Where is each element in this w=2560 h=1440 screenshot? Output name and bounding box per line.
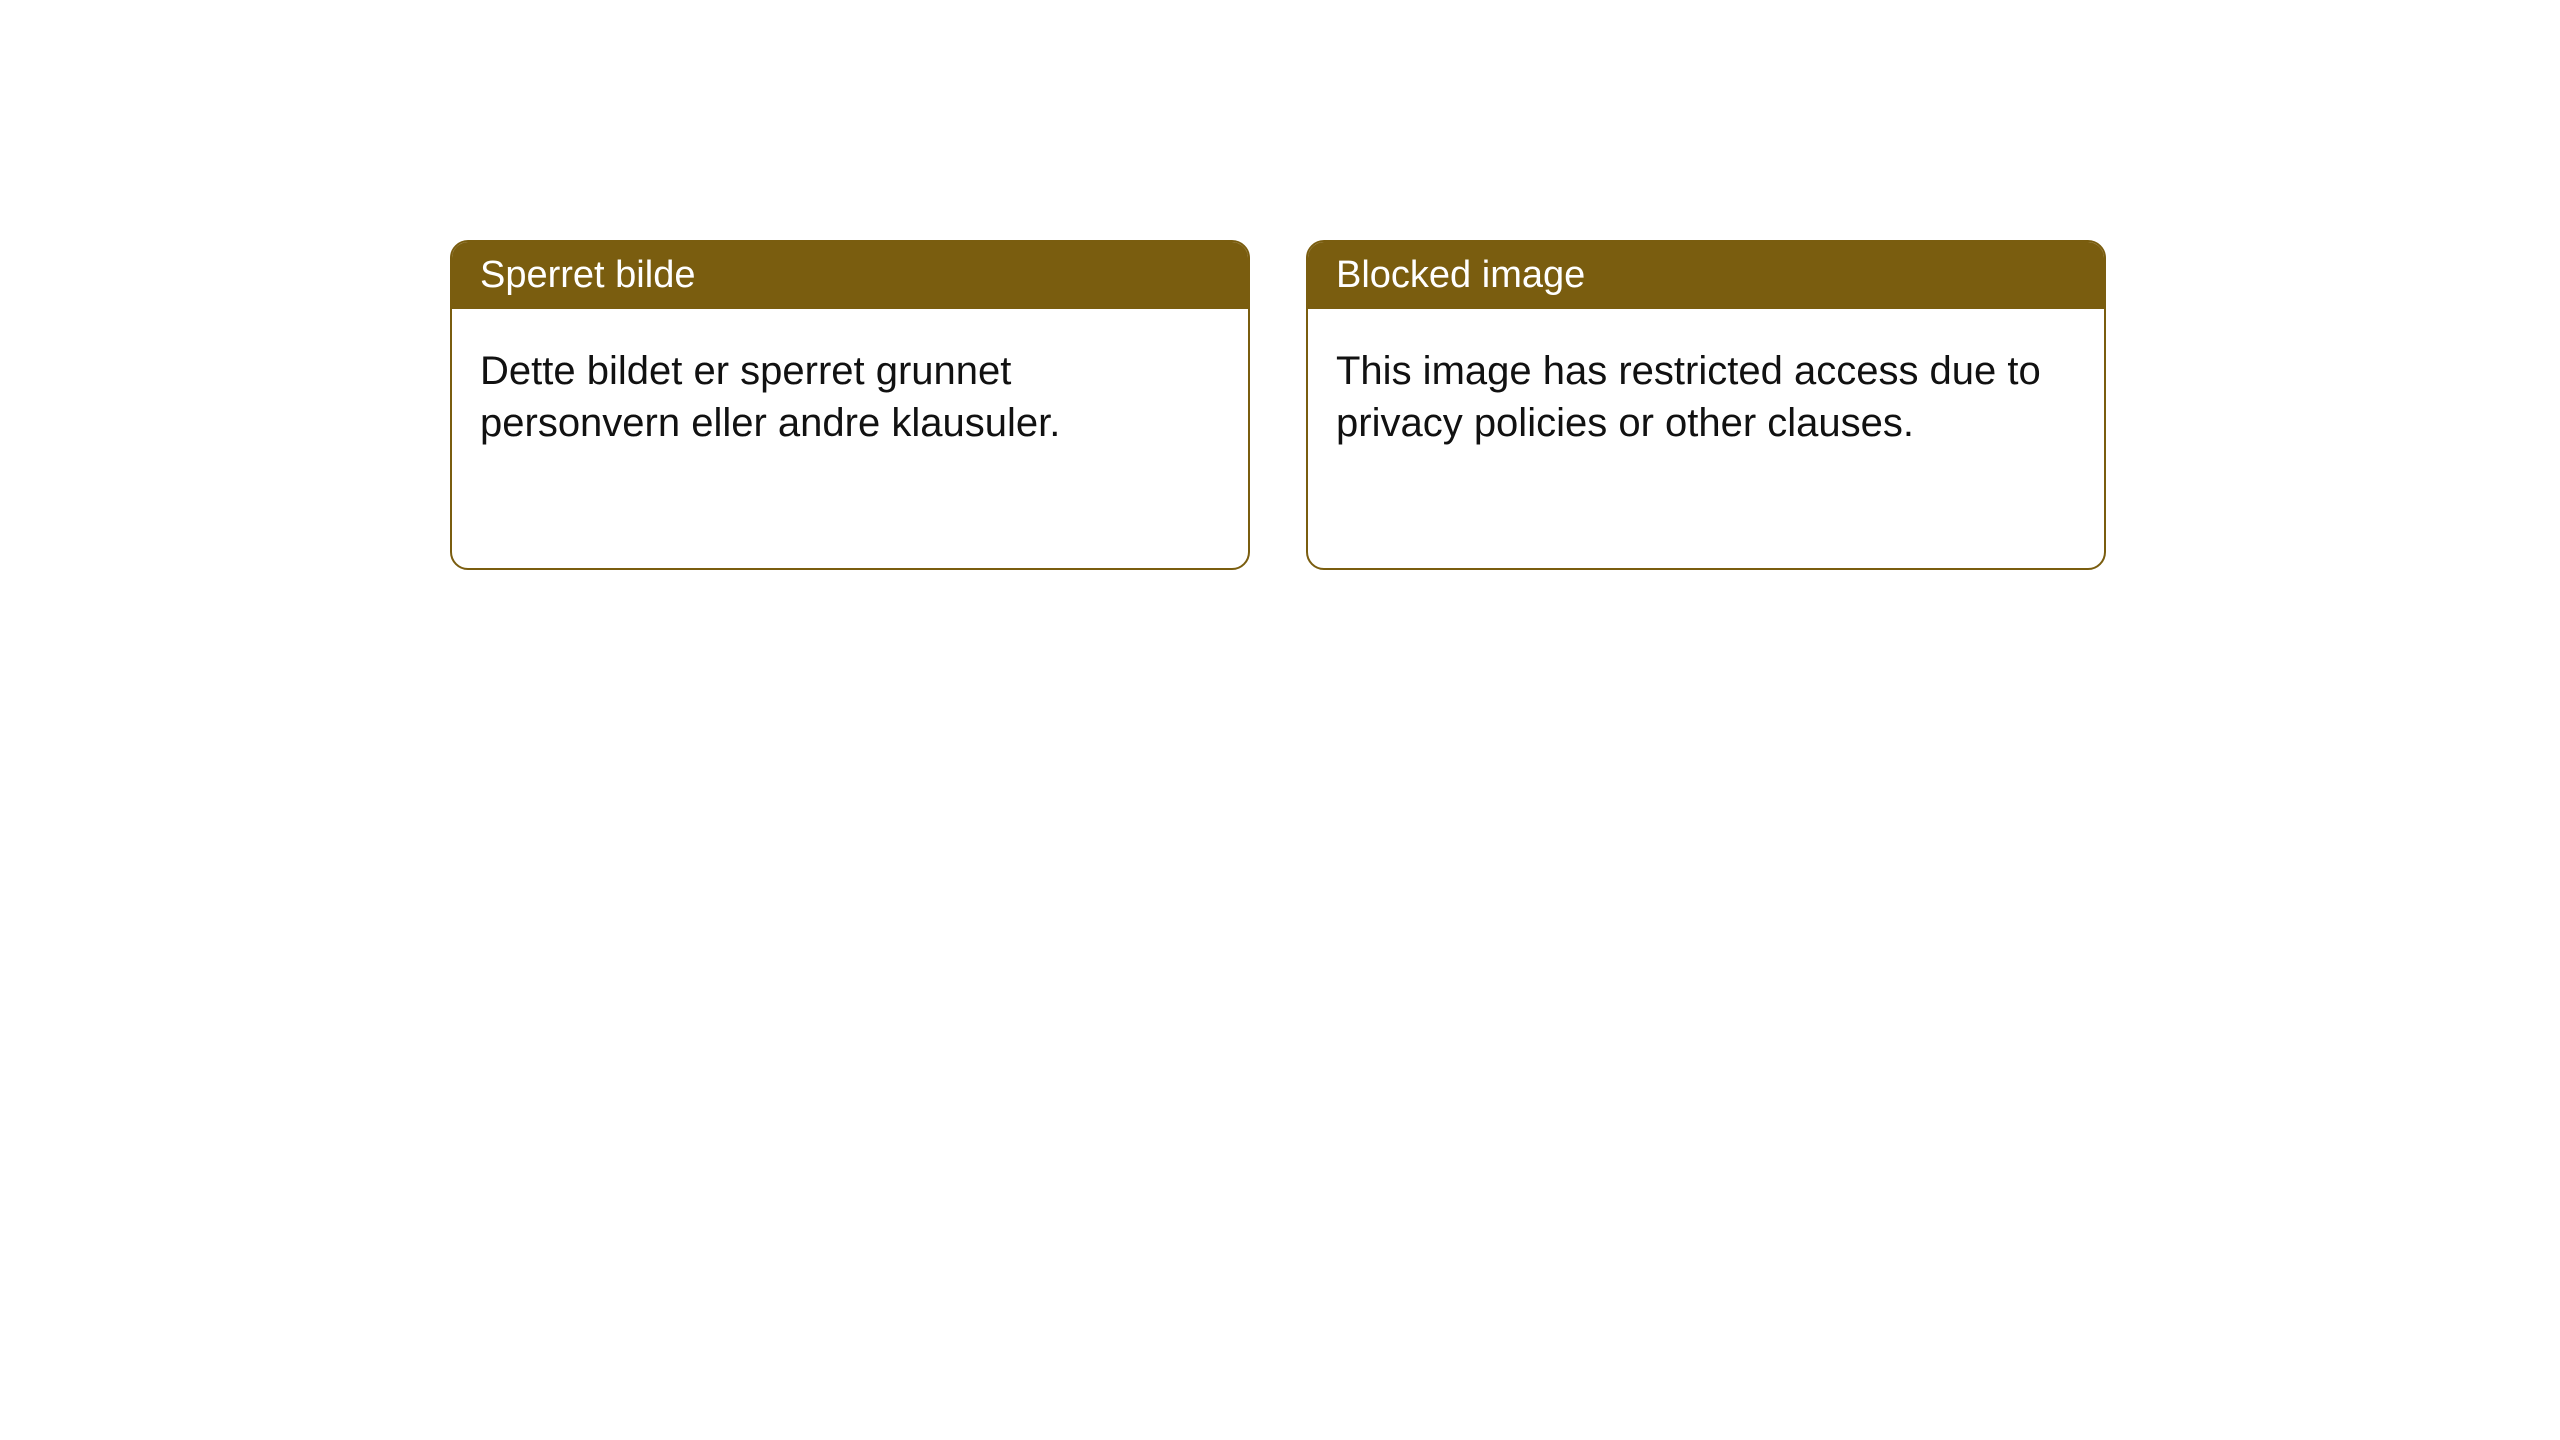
- notice-title-en: Blocked image: [1308, 242, 2104, 309]
- notice-card-no: Sperret bilde Dette bildet er sperret gr…: [450, 240, 1250, 570]
- notice-body-no: Dette bildet er sperret grunnet personve…: [452, 309, 1248, 485]
- notice-body-en: This image has restricted access due to …: [1308, 309, 2104, 485]
- notice-card-en: Blocked image This image has restricted …: [1306, 240, 2106, 570]
- notice-title-no: Sperret bilde: [452, 242, 1248, 309]
- notice-container: Sperret bilde Dette bildet er sperret gr…: [0, 0, 2560, 570]
